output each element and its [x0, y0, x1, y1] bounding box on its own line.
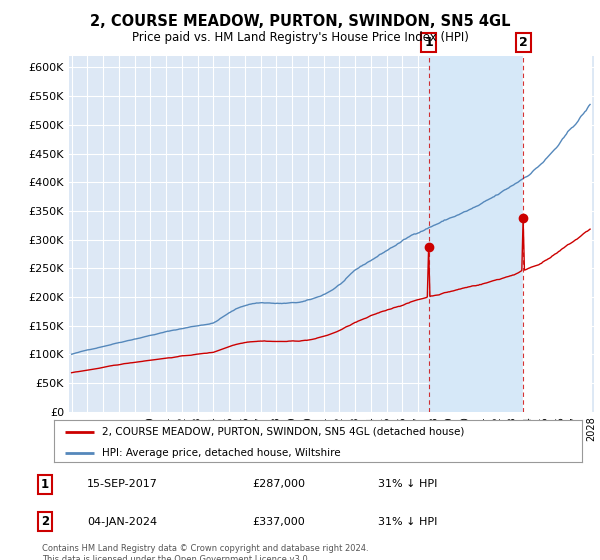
Bar [523, 56, 590, 412]
Text: 15-SEP-2017: 15-SEP-2017 [87, 479, 158, 489]
Text: £287,000: £287,000 [252, 479, 305, 489]
Text: 1: 1 [41, 478, 49, 491]
Bar [523, 56, 590, 412]
Text: 04-JAN-2024: 04-JAN-2024 [87, 517, 157, 527]
Text: 2, COURSE MEADOW, PURTON, SWINDON, SN5 4GL: 2, COURSE MEADOW, PURTON, SWINDON, SN5 4… [90, 14, 510, 29]
Text: 31% ↓ HPI: 31% ↓ HPI [378, 517, 437, 527]
Text: 2, COURSE MEADOW, PURTON, SWINDON, SN5 4GL (detached house): 2, COURSE MEADOW, PURTON, SWINDON, SN5 4… [101, 427, 464, 437]
Text: HPI: Average price, detached house, Wiltshire: HPI: Average price, detached house, Wilt… [101, 448, 340, 458]
Bar [428, 56, 523, 412]
Text: 2: 2 [41, 515, 49, 529]
Text: £337,000: £337,000 [252, 517, 305, 527]
Text: 31% ↓ HPI: 31% ↓ HPI [378, 479, 437, 489]
Text: 2: 2 [519, 36, 527, 49]
Text: 1: 1 [424, 36, 433, 49]
Text: Contains HM Land Registry data © Crown copyright and database right 2024.
This d: Contains HM Land Registry data © Crown c… [42, 544, 368, 560]
Text: Price paid vs. HM Land Registry's House Price Index (HPI): Price paid vs. HM Land Registry's House … [131, 31, 469, 44]
